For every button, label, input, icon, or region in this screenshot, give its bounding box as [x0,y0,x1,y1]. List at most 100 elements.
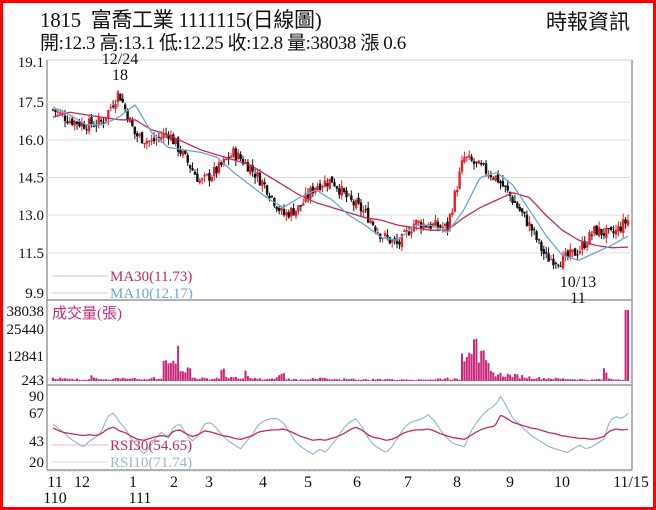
volume-bar [352,378,355,381]
volume-bar [576,379,579,381]
candle-down [470,156,473,161]
candle-down [624,219,627,224]
candle-down [270,195,274,197]
volume-bar [593,379,596,381]
candle-up [143,143,146,145]
rsi30-legend: RSI30(54.65) [110,438,192,454]
x-axis-month-label: 6 [353,474,361,491]
volume-bar [485,360,488,381]
x-axis-month-label: 2 [170,474,178,491]
candle-down [513,200,517,203]
candle-up [561,255,565,269]
volume-bar [422,379,425,381]
candle-up [302,203,305,206]
candle-up [477,160,481,164]
volume-bar [64,378,67,381]
volume-bar [88,379,91,381]
candle-up [174,138,177,145]
volume-bar [128,378,131,381]
ohlc-summary: 開:12.3 高:13.1 低:12.25 收:12.8 量:38038 漲 0… [40,33,406,54]
candle-down [523,211,526,214]
rsi-axis-tick: 43 [29,434,44,450]
volume-bar [205,378,208,381]
volume-bar [571,379,574,381]
candle-up [455,189,459,193]
volume-bar [590,379,593,381]
candle-up [244,162,247,164]
candle-down [136,132,139,137]
data-source: 時報資訊 [546,10,630,34]
volume-bar [384,379,387,381]
candle-down [547,253,550,262]
candle-up [229,155,233,158]
candle-down [184,150,187,154]
candle-down [133,126,136,135]
volume-bar [340,380,343,381]
volume-bar [304,379,307,381]
volume-bar [85,379,88,381]
volume-bar [475,338,478,381]
candle-down [99,119,103,122]
candle-down [338,188,341,195]
candle-up [321,186,324,188]
candle-down [557,264,560,266]
volume-bar [600,379,603,381]
candle-up [569,249,572,257]
candle-up [434,219,437,226]
candle-up [453,191,456,212]
high-value-annotation: 18 [112,67,128,84]
volume-bar [227,378,230,381]
volume-bar [516,374,519,381]
volume-bar [319,377,322,381]
volume-bar [468,352,471,381]
volume-bar [473,339,476,381]
rsi10-line [52,395,629,455]
volume-bar [54,378,57,381]
volume-bar [463,361,466,381]
candle-up [148,140,151,142]
candle-up [294,210,298,217]
candle-down [537,239,541,241]
volume-bar [518,378,521,381]
candle-down [268,195,271,199]
volume-bar [439,378,442,381]
x-axis-month-label: 8 [453,474,461,491]
volume-bar [345,379,348,381]
volume-bar [179,371,182,381]
candle-down [352,201,355,206]
candle-down [326,183,329,187]
candle-down [330,176,334,183]
volume-bar [189,368,192,381]
volume-bar [307,379,310,381]
candle-up [160,137,163,140]
candle-up [68,120,72,124]
volume-bar [444,378,447,381]
volume-bar [420,379,423,381]
x-axis-month-label: 11 [47,474,62,491]
candle-up [417,221,420,223]
volume-bar [290,379,293,381]
candle-up [528,222,531,227]
volume-bar [624,310,627,381]
candle-up [400,233,404,248]
candle-up [73,120,76,126]
candle-down [51,109,55,111]
candle-up [465,156,469,158]
price-axis-tick: 11.5 [18,246,44,262]
candle-up [97,117,100,125]
volume-bar [311,377,314,381]
candle-down [395,239,399,244]
volume-bar [297,380,300,381]
volume-bar [523,377,526,381]
candle-down [506,185,509,191]
price-axis-tick: 16.0 [18,133,44,149]
x-axis-month-label: 5 [304,474,312,491]
candle-up [458,171,461,189]
ma30-legend: MA30(11.73) [110,269,192,285]
volume-bar [364,379,367,381]
volume-bar [417,379,420,381]
volume-bar [456,378,459,381]
volume-bar [52,377,54,381]
candle-down [602,233,606,236]
volume-bar [203,377,206,381]
